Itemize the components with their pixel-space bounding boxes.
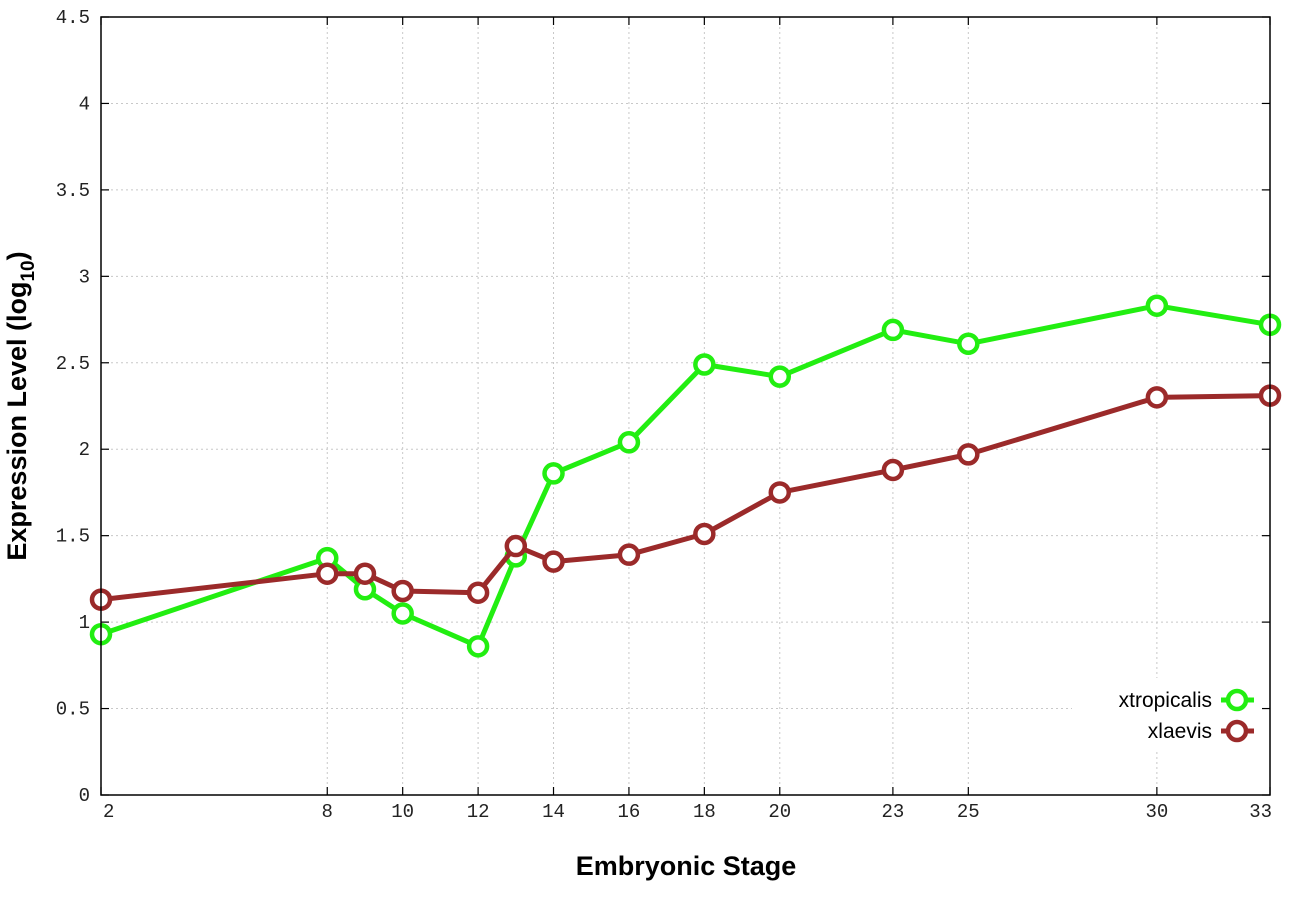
- data-point-xtropicalis: [466, 635, 490, 658]
- x-tick-label: 20: [768, 801, 791, 823]
- x-tick-label: 2: [103, 801, 114, 823]
- y-tick-label: 4: [79, 93, 90, 115]
- data-point-xtropicalis: [768, 365, 792, 388]
- data-point-xtropicalis: [391, 602, 414, 625]
- x-tick-label: 23: [881, 801, 904, 823]
- legend-swatch-marker: [1225, 688, 1249, 712]
- legend-label: xlaevis: [1148, 720, 1212, 743]
- y-tick-label: 0.5: [56, 699, 90, 721]
- data-point-xtropicalis: [693, 353, 716, 376]
- data-point-xtropicalis: [881, 318, 905, 342]
- x-tick-label: 16: [618, 801, 641, 823]
- data-point-xtropicalis: [957, 332, 980, 356]
- series-xlaevis: [89, 384, 1282, 611]
- data-point-xlaevis: [542, 550, 565, 573]
- y-tick-label: 3: [79, 266, 90, 288]
- svg-text:Expression Level (log10): Expression Level (log10): [2, 251, 39, 560]
- data-point-xlaevis: [957, 443, 980, 466]
- ticks: 0 0.5 1 1.5 2 2.5 3 3.5 4 4.5 2 8 10 12 14 16 18 20 23 25 30…: [56, 7, 1272, 823]
- x-tick-label: 25: [957, 801, 980, 823]
- x-tick-label: 18: [693, 801, 716, 823]
- y-axis-title-main: Expression Level (log: [2, 282, 32, 561]
- x-tick-label: 10: [391, 801, 414, 823]
- y-tick-label: 2: [79, 439, 90, 461]
- legend: xtropicalis xlaevis: [1072, 678, 1262, 750]
- y-tick-label: 1: [79, 612, 90, 634]
- y-tick-label: 3.5: [56, 180, 90, 202]
- data-point-xlaevis: [768, 481, 792, 504]
- x-axis-title: Embryonic Stage: [576, 851, 797, 881]
- data-point-xtropicalis: [1145, 294, 1169, 317]
- x-tick-label: 14: [542, 801, 565, 823]
- y-axis-title-subscript: 10: [18, 260, 39, 281]
- plot-frame: [100, 16, 1271, 796]
- legend-entry-xlaevis: xlaevis: [1148, 719, 1254, 743]
- data-point-xlaevis: [693, 522, 716, 546]
- x-tick-label: 12: [467, 801, 490, 823]
- data-point-xlaevis: [617, 543, 641, 566]
- data-point-xlaevis: [504, 534, 528, 558]
- data-point-xlaevis: [391, 579, 414, 603]
- y-tick-label: 1.5: [56, 526, 90, 548]
- data-point-xlaevis: [353, 562, 377, 585]
- y-axis-title-close: ): [2, 251, 32, 260]
- x-tick-label: 8: [322, 801, 333, 823]
- x-tick-label: 30: [1145, 801, 1168, 823]
- data-point-xtropicalis: [617, 431, 641, 454]
- data-point-xlaevis: [316, 562, 339, 585]
- series-line-xlaevis: [100, 393, 1271, 603]
- y-tick-label: 2.5: [56, 353, 90, 375]
- y-axis-title: Expression Level (log10): [2, 251, 39, 560]
- data-point-xlaevis: [1145, 386, 1169, 409]
- data-point-xlaevis: [881, 458, 905, 482]
- series-line-xtropicalis: [100, 303, 1271, 649]
- legend-swatch-marker: [1225, 719, 1249, 743]
- y-tick-label: 4.5: [56, 7, 90, 29]
- legend-entry-xtropicalis: xtropicalis: [1119, 688, 1254, 712]
- series-xtropicalis: [89, 294, 1282, 658]
- series-layer: [89, 294, 1282, 658]
- data-point-xtropicalis: [542, 462, 565, 485]
- x-tick-label: 33: [1249, 801, 1272, 823]
- data-point-xlaevis: [466, 581, 490, 604]
- legend-label: xtropicalis: [1119, 689, 1212, 712]
- y-tick-label: 0: [79, 785, 90, 807]
